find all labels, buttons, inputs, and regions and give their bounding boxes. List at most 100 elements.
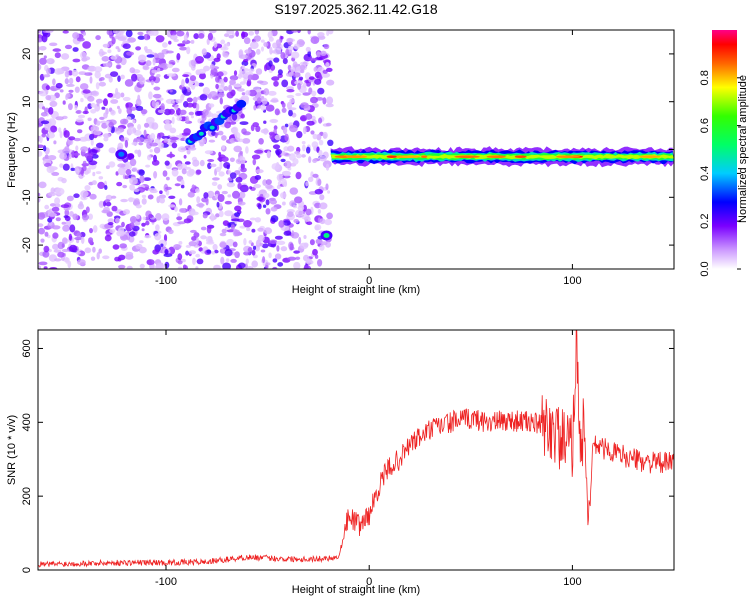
spectrogram-speckle [72, 32, 80, 39]
spectrogram-speckle [295, 92, 302, 97]
spectrogram-speckle [280, 246, 288, 252]
spectrogram-speckle [107, 222, 114, 226]
spectrogram-speckle [327, 190, 331, 194]
spectrogram-speckle [38, 181, 47, 189]
spectrogram-speckle [311, 90, 317, 97]
spectrogram-speckle [277, 262, 284, 267]
spectrogram-speckle [276, 185, 281, 189]
spectrogram-speckle [87, 117, 92, 122]
spectrogram-speckle [177, 213, 181, 217]
spectrogram-speckle [164, 123, 172, 131]
spectrogram-speckle [191, 115, 194, 119]
spectrogram-speckle [129, 158, 137, 167]
spectrogram-speckle [75, 168, 80, 175]
spectrogram-speckle [215, 76, 220, 83]
spectrogram-speckle [123, 161, 133, 170]
spectrogram-speckle [256, 196, 264, 201]
spectrogram-ridge-peak [402, 155, 421, 158]
spectrogram-speckle [161, 135, 170, 140]
spectrogram-speckle [235, 176, 243, 183]
spectrogram-speckle [221, 190, 228, 195]
spectrogram-speckle [210, 68, 218, 76]
spectrogram-speckle [134, 220, 141, 226]
spectrogram-speckle [301, 154, 306, 158]
spectrogram-speckle [308, 76, 315, 80]
spectrogram-speckle [282, 58, 288, 65]
spectrogram-speckle [182, 39, 191, 45]
spectrogram-speckle [38, 212, 46, 220]
spectrogram-speckle [230, 224, 235, 231]
spectrogram-speckle [125, 116, 132, 121]
spectrogram-speckle [317, 259, 323, 267]
spectrogram-speckle [207, 32, 213, 41]
spectrogram-speckle [243, 220, 252, 228]
spectrogram-speckle [185, 250, 190, 256]
spectrogram-speckle [137, 35, 145, 40]
spectrogram-speckle [115, 87, 119, 96]
spectrogram-speckle [92, 225, 98, 233]
spectrogram-speckle [60, 204, 70, 209]
spectrogram-speckle [313, 66, 318, 72]
spectrogram-speckle [64, 70, 70, 78]
spectrogram-speckle [116, 230, 125, 237]
spectrogram-speckle [263, 42, 269, 47]
spectrogram-speckle [232, 190, 240, 199]
spectrogram-speckle [90, 139, 94, 146]
spectrogram-speckle [68, 89, 74, 93]
spectrogram-speckle [101, 106, 106, 110]
spectrogram-speckle [111, 36, 116, 45]
spectrogram-speckle [68, 77, 74, 85]
spectrogram-speckle [200, 226, 207, 231]
spectrogram-speckle [263, 120, 267, 124]
spectrogram-speckle [221, 228, 227, 234]
spectrogram-speckle [195, 188, 200, 193]
spectrogram-speckle [213, 57, 221, 63]
spectrogram-speckle [90, 126, 96, 132]
spectrogram-speckle [84, 72, 93, 76]
spectrogram-speckle [140, 109, 148, 115]
spectrogram-speckle [196, 203, 205, 208]
spectrogram-speckle [96, 120, 101, 126]
spectrogram-speckle [319, 244, 325, 251]
spectrogram-speckle [112, 244, 120, 250]
spectrogram-speckle [147, 194, 154, 200]
spectrogram-speckle [38, 90, 48, 97]
colorbar: 0.0 0.2 0.4 0.6 0.8 Normalized spectral ampl… [699, 30, 749, 277]
spectrogram-speckle [281, 107, 287, 113]
spectrogram-speckle [223, 76, 228, 83]
spectrogram-speckle [82, 110, 89, 115]
spectrogram-speckle [190, 59, 197, 67]
spectrogram-speckle [260, 104, 266, 111]
spectrogram-speckle [273, 80, 279, 87]
spectrogram-speckle [126, 51, 134, 56]
spectrogram-speckle [131, 141, 138, 146]
spectrogram-speckle [147, 154, 152, 161]
spectrogram-speckle [82, 192, 87, 199]
spectrogram-speckle [193, 232, 200, 238]
spectrogram-speckle [117, 167, 127, 176]
spectrogram-speckle [160, 103, 165, 112]
spectrogram-speckle [198, 33, 205, 39]
spectrogram-speckle [325, 62, 330, 68]
spectrogram-speckle [303, 265, 312, 269]
spectrogram-streak-core [209, 125, 215, 130]
spectrogram-speckle [260, 249, 266, 253]
spectrogram-speckle [138, 169, 145, 176]
spectrogram-speckle [82, 160, 87, 165]
spectrogram-speckle [38, 192, 41, 197]
spectrogram-speckle [322, 131, 328, 139]
spectrogram-ridge-peak [421, 155, 428, 158]
spectrogram-speckle [49, 100, 58, 107]
spectrogram-speckle [195, 81, 200, 87]
spectrogram-speckle [65, 94, 69, 101]
spectrogram-speckle [71, 69, 78, 77]
spectrogram-speckle [296, 153, 302, 159]
spectrogram-streak [236, 99, 247, 108]
spectrogram-speckle [325, 122, 332, 127]
spectrogram-speckle [198, 247, 204, 252]
spectrogram-speckle [135, 105, 144, 111]
spectrogram-speckle [174, 183, 181, 187]
spectrogram-speckle [166, 63, 174, 68]
spectrogram-speckle [61, 221, 67, 225]
spectrogram-speckle [129, 231, 136, 237]
